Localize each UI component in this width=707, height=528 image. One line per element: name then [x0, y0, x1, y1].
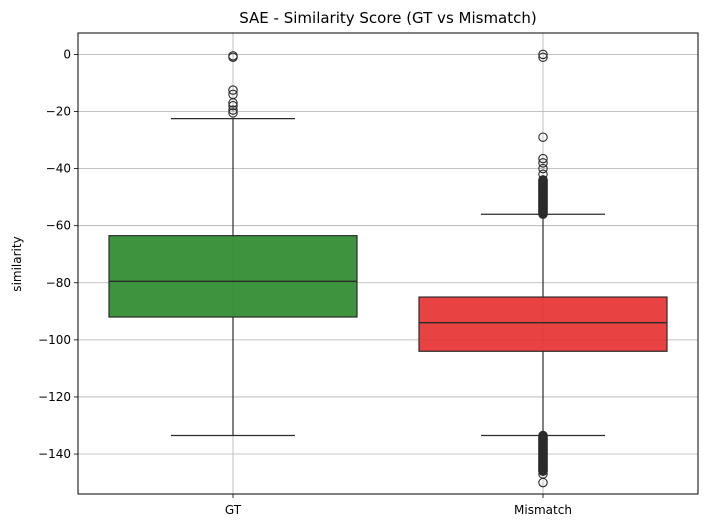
box-series: [108, 118, 668, 437]
x-axis-ticks: GT Mismatch: [225, 494, 572, 517]
x-tick-label: GT: [225, 503, 242, 517]
outlier-point: [538, 163, 548, 174]
outlier-point: [538, 209, 548, 220]
x-tick-label: Mismatch: [514, 503, 572, 517]
box-gt: [108, 235, 358, 318]
y-tick-label: −60: [46, 219, 71, 233]
outlier-point: [538, 52, 548, 63]
outlier-point: [228, 98, 238, 108]
y-tick-label: −140: [38, 447, 71, 461]
outlier-point: [538, 153, 548, 164]
outlier-point: [228, 105, 238, 115]
outlier-point: [228, 101, 238, 111]
box-mismatch: [418, 296, 668, 352]
outlier-point: [538, 466, 548, 476]
y-tick-label: −100: [38, 333, 71, 347]
outlier-point: [538, 49, 548, 60]
y-tick-label: −40: [46, 162, 71, 176]
outlier-point: [538, 132, 548, 142]
chart-title: SAE - Similarity Score (GT vs Mismatch): [239, 9, 537, 27]
outlier-point: [228, 108, 238, 118]
outlier-points: [228, 49, 548, 488]
outlier-point: [228, 52, 238, 63]
y-tick-label: −120: [38, 390, 71, 404]
y-axis-ticks: 0 −20 −40 −60 −80 −100 −120 −140: [38, 47, 78, 461]
outlier-point: [538, 158, 548, 168]
outlier-point: [228, 85, 238, 95]
y-tick-label: 0: [63, 47, 71, 61]
plot-area-frame: [77, 32, 699, 495]
outlier-point: [538, 477, 548, 488]
y-tick-label: −20: [46, 104, 71, 118]
y-axis-label: similarity: [10, 236, 24, 291]
y-tick-label: −80: [46, 276, 71, 290]
